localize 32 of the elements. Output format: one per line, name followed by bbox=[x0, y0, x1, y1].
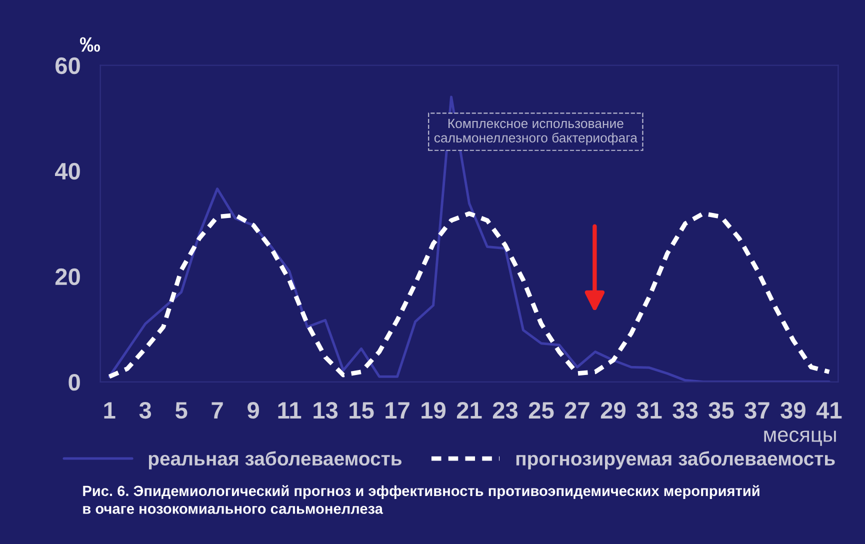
x-tick-label: 11 bbox=[278, 402, 302, 418]
x-axis-title: месяцы bbox=[764, 430, 836, 446]
legend-label: реальная заболеваемость bbox=[148, 451, 402, 470]
x-tick-label: 5 bbox=[175, 402, 188, 419]
x-tick-label: 3 bbox=[139, 402, 152, 419]
x-tick-label: 15 bbox=[350, 402, 374, 419]
legend-label: прогнозируемая заболеваемость bbox=[516, 451, 835, 470]
x-tick-label: 13 bbox=[314, 402, 338, 419]
y-tick-label: 60 bbox=[56, 57, 80, 74]
line-series bbox=[107, 211, 832, 379]
x-tick-label: 29 bbox=[600, 402, 626, 419]
x-tick-label: 41 bbox=[816, 402, 842, 418]
x-tick-label: 21 bbox=[456, 402, 482, 418]
x-tick-label: 25 bbox=[528, 402, 554, 419]
x-tick-label: 27 bbox=[564, 402, 590, 418]
x-tick-label: 17 bbox=[386, 402, 410, 418]
text: Рис. 6. Эпидемиологический прогноз и эффективность противоэпидемических мероприятий в очаге нозокомиального сальмонеллеза bbox=[83, 485, 760, 514]
x-tick-label: 39 bbox=[780, 402, 806, 419]
annotation: Комплексное использование сальмонеллезного бактериофага bbox=[434, 118, 638, 146]
x-tick-label: 7 bbox=[212, 402, 223, 418]
x-tick-label: 33 bbox=[672, 402, 698, 419]
y-axis-title: ‰ bbox=[80, 37, 100, 52]
x-tick-label: 37 bbox=[744, 402, 770, 419]
x-tick-label: 9 bbox=[248, 402, 259, 419]
x-tick-label: 1 bbox=[104, 402, 116, 418]
x-tick-label: 31 bbox=[636, 402, 662, 419]
x-tick-label: 23 bbox=[492, 402, 518, 419]
y-tick-label: 40 bbox=[54, 162, 80, 180]
y-tick-label: 20 bbox=[55, 268, 80, 286]
x-tick-label: 35 bbox=[708, 402, 734, 419]
y-tick-label: 0 bbox=[68, 374, 80, 391]
x-tick-label: 19 bbox=[422, 402, 446, 419]
